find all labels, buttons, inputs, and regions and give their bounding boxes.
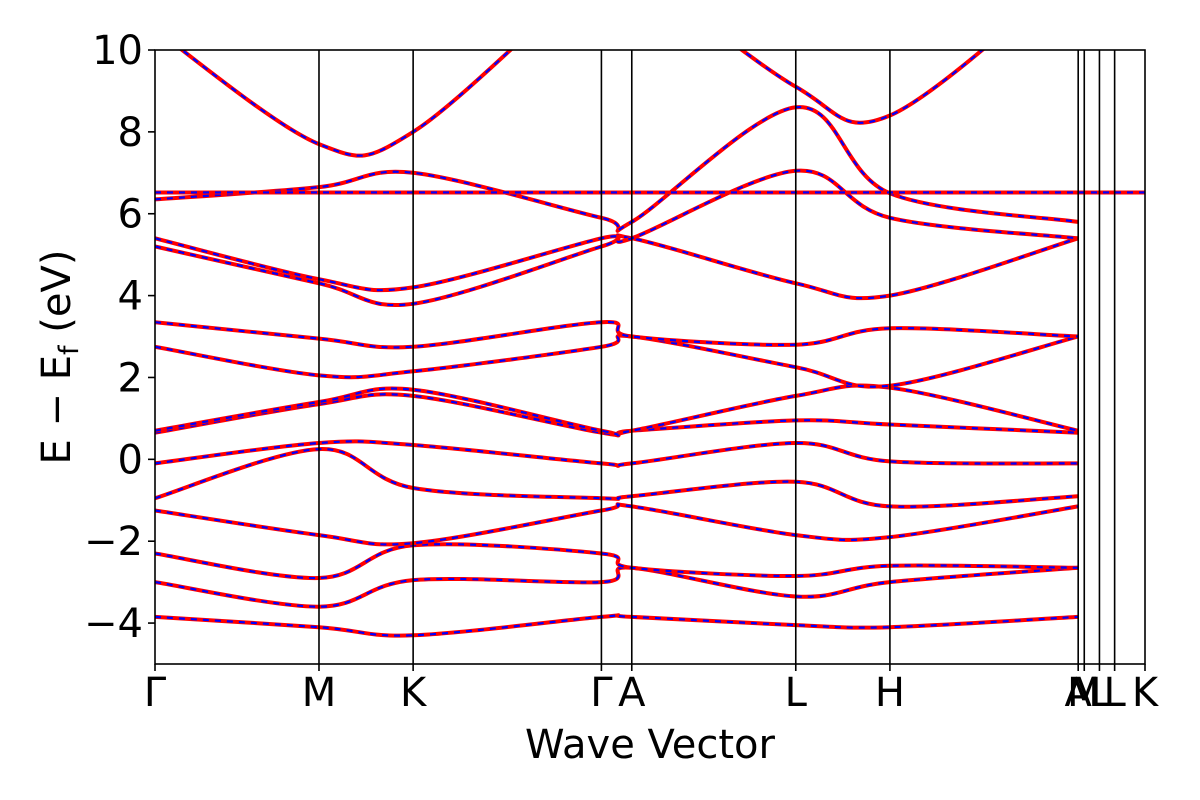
x-tick-label-8: M [1067, 670, 1102, 716]
band-13-dashed [155, 106, 1079, 232]
x-tick-label-10: L [1103, 670, 1126, 716]
band-7-dashed [155, 393, 1079, 437]
bands-layer [155, 50, 1079, 638]
x-tick-label-0: Γ [144, 670, 167, 716]
x-tick-label-7: A [1065, 670, 1093, 716]
band-14-solid [178, 50, 986, 158]
y-tick-label-1: −2 [84, 519, 143, 565]
band-12-dashed [155, 169, 1079, 292]
y-axis-label-unit: (eV) [34, 250, 80, 346]
y-tick-label-7: 10 [92, 28, 143, 74]
y-tick-label-5: 6 [118, 192, 143, 238]
x-tick-label-2: K [400, 670, 428, 716]
band-1-dashed [155, 614, 1079, 637]
x-tick-label-4: A [618, 670, 646, 716]
band-3-dashed [155, 543, 1079, 580]
y-axis-label-sub: f [54, 344, 85, 355]
y-tick-label-4: 4 [118, 274, 143, 320]
band-2-solid [155, 565, 1079, 609]
y-axis-label: E − Ef (eV) [34, 250, 85, 465]
band-9-solid [155, 333, 1079, 389]
x-tick-label-3: Γ [590, 670, 613, 716]
band-1-solid [155, 613, 1079, 638]
y-axis-label-main: E − E [34, 355, 80, 465]
x-tick-label-5: L [785, 670, 808, 716]
y-tick-label-3: 2 [118, 355, 143, 401]
plot-frame [154, 49, 1146, 665]
x-tick-label-1: M [302, 670, 337, 716]
y-tick-label-6: 8 [118, 110, 143, 156]
x-tick-label-11: K [1132, 670, 1160, 716]
band-14-dashed [180, 50, 984, 157]
band-7-solid [155, 392, 1079, 438]
x-tick-label-9: L [1088, 670, 1111, 716]
band-9-dashed [155, 334, 1079, 388]
y-tick-label-2: 0 [118, 437, 143, 483]
x-tick-label-6: H [875, 670, 905, 716]
band-4-dashed [155, 503, 1079, 546]
band-8-dashed [155, 384, 1079, 437]
band-6-dashed [155, 440, 1079, 467]
x-axis-label: Wave Vector [525, 722, 776, 768]
y-axis-ticks: −4 −2 0 2 4 6 8 10 [84, 28, 155, 647]
band-5-dashed [155, 447, 1079, 508]
y-tick-label-0: −4 [84, 601, 143, 647]
band-4-solid [155, 502, 1079, 547]
band-13-solid [155, 105, 1079, 233]
kpoint-lines [318, 50, 1116, 664]
band-11-dashed [155, 234, 1079, 307]
band-11-solid [155, 233, 1079, 308]
